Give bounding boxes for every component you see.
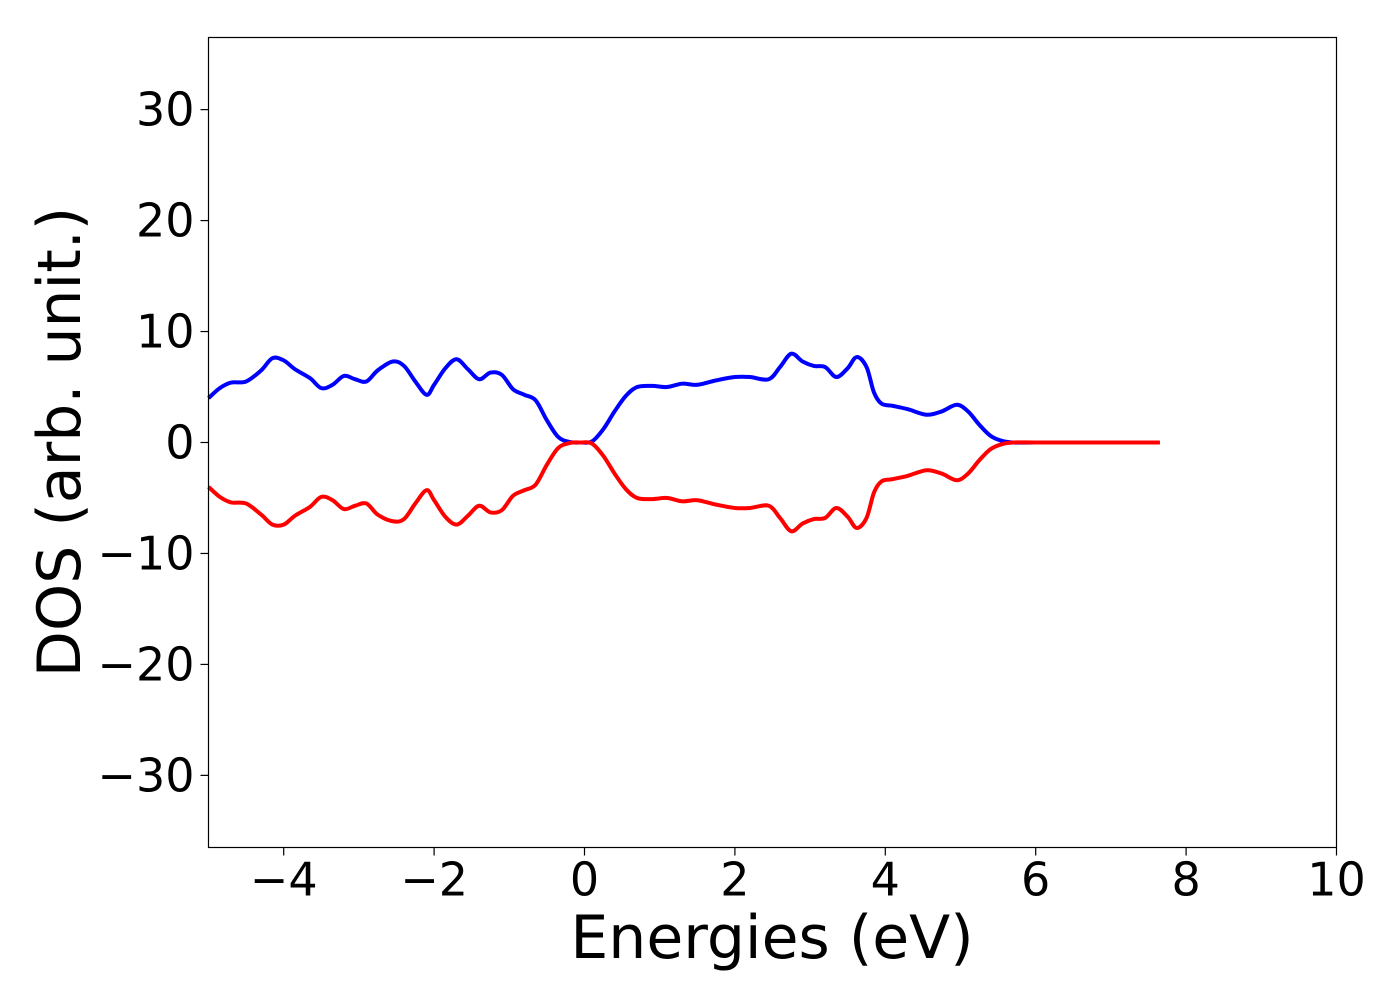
x-axis-ticks: −4 −2 0 2 4 6 8 10 <box>250 847 1366 907</box>
x-tick-label: −4 <box>250 853 318 907</box>
x-tick-label: 8 <box>1171 853 1200 907</box>
x-axis-title: Energies (eV) <box>570 903 973 973</box>
x-tick-label: 10 <box>1307 853 1366 907</box>
x-tick-label: −2 <box>400 853 468 907</box>
y-axis-title: DOS (arb. unit.) <box>25 207 95 677</box>
y-tick-label: 30 <box>136 83 195 137</box>
x-tick-label: 6 <box>1021 853 1050 907</box>
y-tick-label: 20 <box>136 194 195 248</box>
y-tick-label: 0 <box>165 416 194 470</box>
series-layer <box>207 351 1160 534</box>
y-axis-ticks: −30 −20 −10 0 10 20 30 <box>97 83 209 802</box>
y-tick-label: 10 <box>136 305 195 359</box>
series-line-1 <box>207 351 1160 445</box>
series-line-2 <box>207 440 1160 534</box>
plot-frame <box>207 36 1338 849</box>
x-tick-label: 0 <box>570 853 599 907</box>
y-tick-label: −30 <box>97 748 194 802</box>
y-tick-label: −20 <box>97 637 194 691</box>
x-tick-label: 4 <box>871 853 900 907</box>
x-tick-label: 2 <box>720 853 749 907</box>
y-tick-label: −10 <box>97 526 194 580</box>
